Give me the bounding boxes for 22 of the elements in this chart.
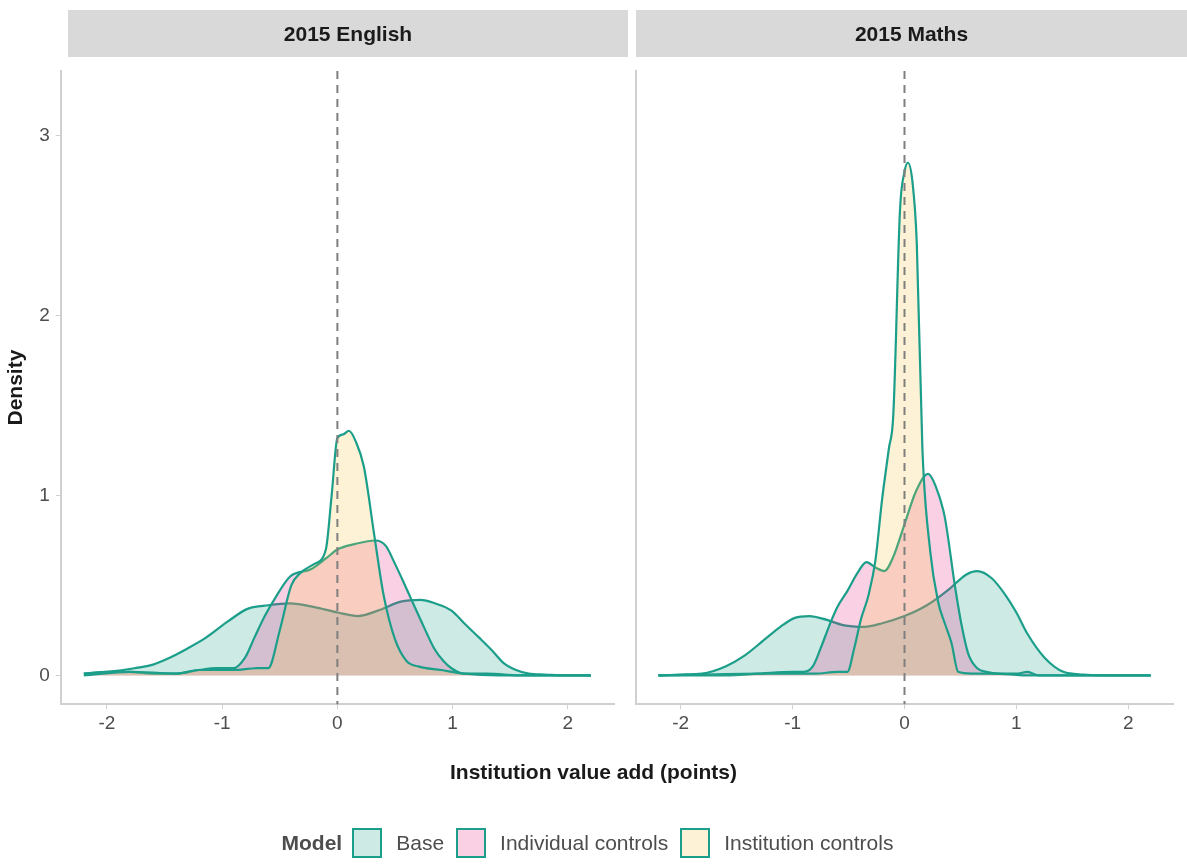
x-tick-label: 1 xyxy=(447,711,458,733)
chart-title: 2015 Maths xyxy=(636,10,1187,57)
x-axis-title: Institution value add (points) xyxy=(449,760,738,784)
legend-label: Base xyxy=(396,831,445,855)
x-tick-label: -2 xyxy=(672,711,690,733)
x-tick-label: 0 xyxy=(899,711,910,733)
legend-label: Individual controls xyxy=(500,831,669,855)
x-tick-label: 0 xyxy=(332,711,343,733)
x-tick-label: -1 xyxy=(213,711,231,733)
chart-title: 2015 English xyxy=(68,10,628,57)
y-tick-label: 3 xyxy=(39,123,50,145)
x-tick-label: 2 xyxy=(562,711,574,733)
legend-label: Institution controls xyxy=(724,831,894,855)
x-tick-label: 2 xyxy=(1122,711,1134,733)
x-tick-label: 1 xyxy=(1011,711,1022,733)
y-tick-label: 2 xyxy=(39,303,50,325)
y-tick-label: 0 xyxy=(39,663,50,685)
y-tick-label: 1 xyxy=(39,483,50,505)
y-axis-title: Density xyxy=(3,349,27,426)
x-tick-label: -2 xyxy=(98,711,116,733)
x-tick-label: -1 xyxy=(784,711,802,733)
legend-title: Model xyxy=(281,831,343,855)
